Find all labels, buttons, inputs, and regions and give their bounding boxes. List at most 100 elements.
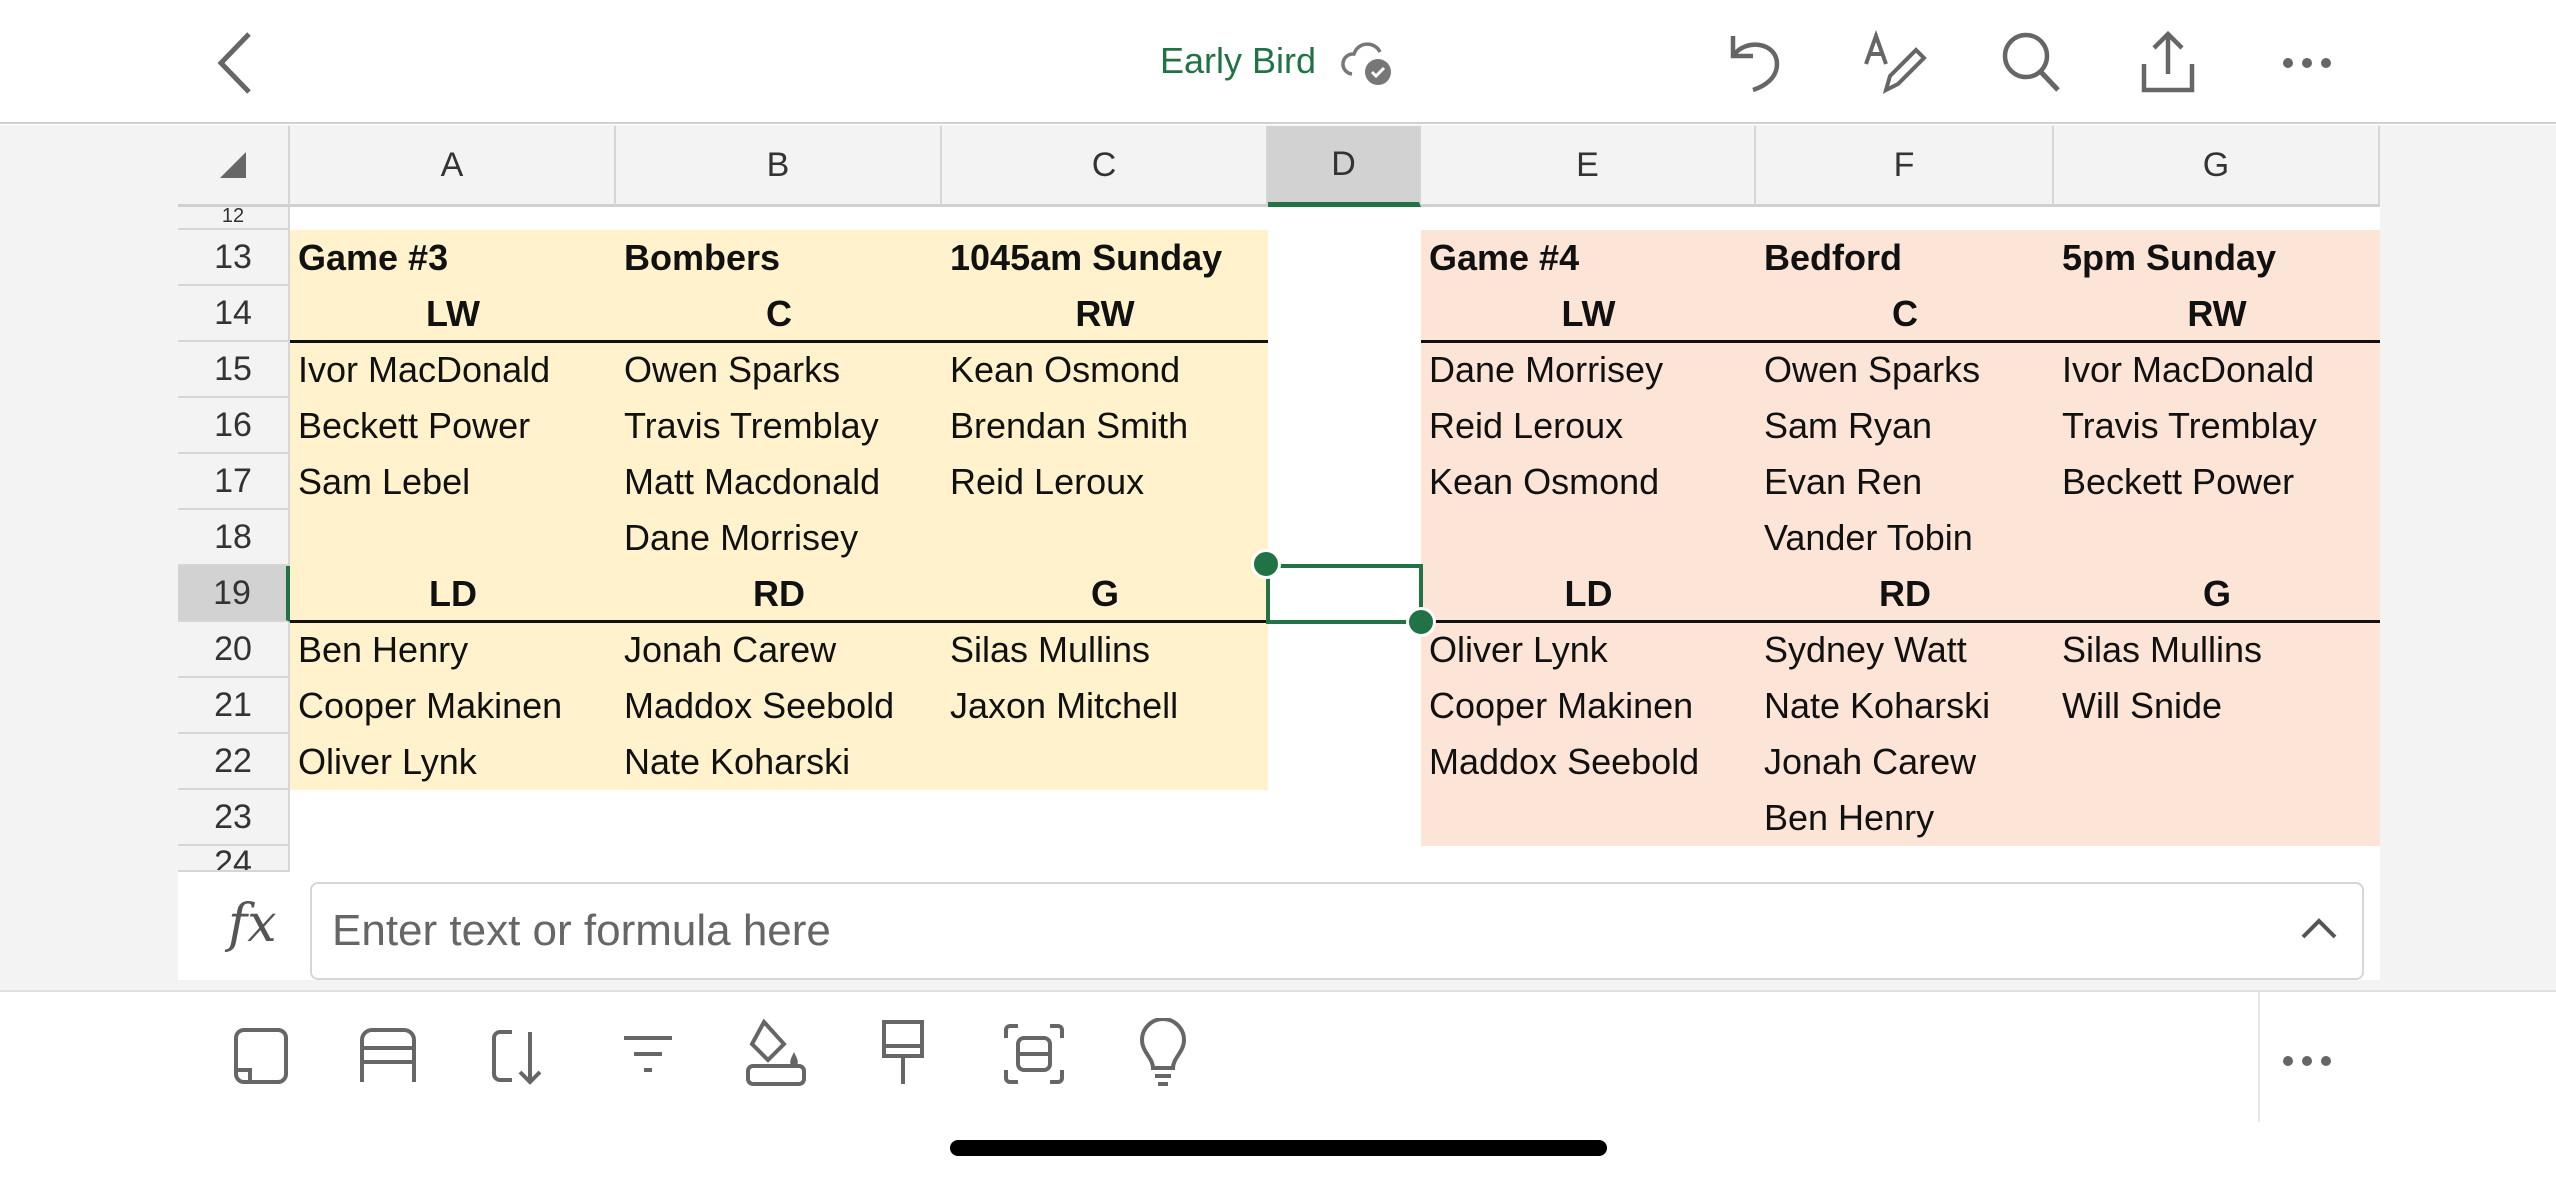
select-all-corner[interactable] bbox=[178, 126, 290, 207]
cell-F20[interactable]: Sydney Watt bbox=[1764, 629, 1967, 670]
column-header-f[interactable]: F bbox=[1756, 126, 2054, 207]
home-indicator[interactable] bbox=[950, 1140, 1607, 1156]
row-header-partial[interactable]: 24 bbox=[178, 846, 290, 872]
column-header-d[interactable]: D bbox=[1268, 126, 1421, 207]
cell-B20[interactable]: Jonah Carew bbox=[624, 629, 837, 670]
cell-G21[interactable]: Will Snide bbox=[2062, 685, 2223, 726]
row-header-13[interactable]: 13 bbox=[178, 230, 290, 286]
cell-A16[interactable]: Beckett Power bbox=[298, 405, 531, 446]
share-icon[interactable] bbox=[2138, 28, 2198, 96]
cell-F14[interactable]: C bbox=[1892, 293, 1918, 334]
cell-A19[interactable]: LD bbox=[429, 573, 477, 614]
selected-cell-outline[interactable] bbox=[1266, 564, 1423, 624]
cell-E19[interactable]: LD bbox=[1564, 573, 1613, 614]
column-header-e[interactable]: E bbox=[1421, 126, 1756, 207]
cell-C19[interactable]: G bbox=[1090, 573, 1119, 614]
cell-B17[interactable]: Matt Macdonald bbox=[624, 461, 881, 502]
cell-F15[interactable]: Owen Sparks bbox=[1764, 349, 1981, 390]
insert-columns-icon[interactable] bbox=[490, 1026, 550, 1086]
draw-pen-icon[interactable] bbox=[1862, 30, 1928, 96]
row-header-17[interactable]: 17 bbox=[178, 454, 290, 510]
cell-B16[interactable]: Travis Tremblay bbox=[624, 405, 879, 446]
selection-handle-bottom-right[interactable] bbox=[1406, 607, 1436, 637]
cell-F17[interactable]: Evan Ren bbox=[1764, 461, 1923, 502]
insert-rows-icon[interactable] bbox=[358, 1026, 418, 1086]
selection-handle-top-left[interactable] bbox=[1251, 549, 1281, 579]
cell-E15[interactable]: Dane Morrisey bbox=[1429, 349, 1664, 390]
cell-C17[interactable]: Reid Leroux bbox=[950, 461, 1145, 502]
formula-input[interactable]: Enter text or formula here bbox=[310, 882, 2364, 980]
cell-G13[interactable]: 5pm Sunday bbox=[2062, 237, 2277, 278]
cell-A15[interactable]: Ivor MacDonald bbox=[298, 349, 551, 390]
column-header-c[interactable]: C bbox=[942, 126, 1268, 207]
row-header-22[interactable]: 22 bbox=[178, 734, 290, 790]
cell-F13[interactable]: Bedford bbox=[1764, 237, 1902, 278]
cell-A21[interactable]: Cooper Makinen bbox=[298, 685, 563, 726]
cell-E13[interactable]: Game #4 bbox=[1429, 237, 1580, 278]
cell-C14[interactable]: RW bbox=[1075, 293, 1135, 334]
cell-C21[interactable]: Jaxon Mitchell bbox=[950, 685, 1179, 726]
cell-B18[interactable]: Dane Morrisey bbox=[624, 517, 859, 558]
document-title[interactable]: Early Bird bbox=[1160, 40, 1317, 81]
cell-G17[interactable]: Beckett Power bbox=[2062, 461, 2295, 502]
row-header-15[interactable]: 15 bbox=[178, 342, 290, 398]
cell-B15[interactable]: Owen Sparks bbox=[624, 349, 841, 390]
function-icon[interactable]: fx bbox=[228, 894, 277, 954]
cell-E20[interactable]: Oliver Lynk bbox=[1429, 629, 1608, 670]
row-header-20[interactable]: 20 bbox=[178, 622, 290, 678]
column-header-g[interactable]: G bbox=[2054, 126, 2380, 207]
cell-A14[interactable]: LW bbox=[426, 293, 480, 334]
cell-A20[interactable]: Ben Henry bbox=[298, 629, 469, 670]
cell-E22[interactable]: Maddox Seebold bbox=[1429, 741, 1700, 782]
cell-A22[interactable]: Oliver Lynk bbox=[298, 741, 477, 782]
row-header-23[interactable]: 23 bbox=[178, 790, 290, 846]
ideas-lightbulb-icon[interactable] bbox=[1138, 1018, 1188, 1090]
cell-G19[interactable]: G bbox=[2202, 573, 2231, 614]
row-header-19[interactable]: 19 bbox=[178, 566, 290, 622]
format-painter-icon[interactable] bbox=[878, 1018, 928, 1090]
cell-A17[interactable]: Sam Lebel bbox=[298, 461, 471, 502]
column-header-b[interactable]: B bbox=[616, 126, 942, 207]
more-icon[interactable] bbox=[2282, 56, 2332, 70]
cell-G14[interactable]: RW bbox=[2187, 293, 2247, 334]
spreadsheet-grid[interactable]: A B C D E F G 12 24 13 Game #3 Bombers 1045am Sunday… bbox=[178, 126, 2380, 872]
row-header-16[interactable]: 16 bbox=[178, 398, 290, 454]
cell-format-icon[interactable] bbox=[232, 1026, 292, 1086]
cell-A13[interactable]: Game #3 bbox=[298, 237, 449, 278]
undo-icon[interactable] bbox=[1725, 30, 1785, 94]
cell-B19[interactable]: RD bbox=[753, 573, 805, 614]
cell-F19[interactable]: RD bbox=[1879, 573, 1931, 614]
column-header-a[interactable]: A bbox=[290, 126, 616, 207]
more-icon[interactable] bbox=[2282, 1054, 2332, 1068]
row-header-18[interactable]: 18 bbox=[178, 510, 290, 566]
cloud-saved-icon[interactable] bbox=[1340, 38, 1396, 88]
cell-G20[interactable]: Silas Mullins bbox=[2062, 629, 2263, 670]
cell-C13[interactable]: 1045am Sunday bbox=[950, 237, 1223, 278]
search-icon[interactable] bbox=[2000, 30, 2062, 94]
row-header-partial[interactable]: 12 bbox=[178, 207, 290, 230]
cell-F23[interactable]: Ben Henry bbox=[1764, 797, 1935, 838]
cell-E17[interactable]: Kean Osmond bbox=[1429, 461, 1660, 502]
fill-color-icon[interactable] bbox=[744, 1018, 808, 1088]
cell-F22[interactable]: Jonah Carew bbox=[1764, 741, 1977, 782]
cell-G16[interactable]: Travis Tremblay bbox=[2062, 405, 2317, 446]
cell-C16[interactable]: Brendan Smith bbox=[950, 405, 1189, 446]
filter-icon[interactable] bbox=[620, 1032, 676, 1082]
cell-F21[interactable]: Nate Koharski bbox=[1764, 685, 1991, 726]
select-range-icon[interactable] bbox=[1002, 1022, 1066, 1086]
cell-E21[interactable]: Cooper Makinen bbox=[1429, 685, 1694, 726]
cell-B13[interactable]: Bombers bbox=[624, 237, 781, 278]
expand-chevron-up-icon[interactable] bbox=[2300, 916, 2338, 940]
row-header-21[interactable]: 21 bbox=[178, 678, 290, 734]
cell-B14[interactable]: C bbox=[766, 293, 792, 334]
cell-B21[interactable]: Maddox Seebold bbox=[624, 685, 895, 726]
cell-F16[interactable]: Sam Ryan bbox=[1764, 405, 1933, 446]
cell-G15[interactable]: Ivor MacDonald bbox=[2062, 349, 2315, 390]
cell-C15[interactable]: Kean Osmond bbox=[950, 349, 1181, 390]
cell-E16[interactable]: Reid Leroux bbox=[1429, 405, 1624, 446]
cell-E14[interactable]: LW bbox=[1561, 293, 1616, 334]
cell-C20[interactable]: Silas Mullins bbox=[950, 629, 1151, 670]
back-chevron-icon[interactable] bbox=[215, 30, 255, 96]
cell-B22[interactable]: Nate Koharski bbox=[624, 741, 851, 782]
row-header-14[interactable]: 14 bbox=[178, 286, 290, 342]
